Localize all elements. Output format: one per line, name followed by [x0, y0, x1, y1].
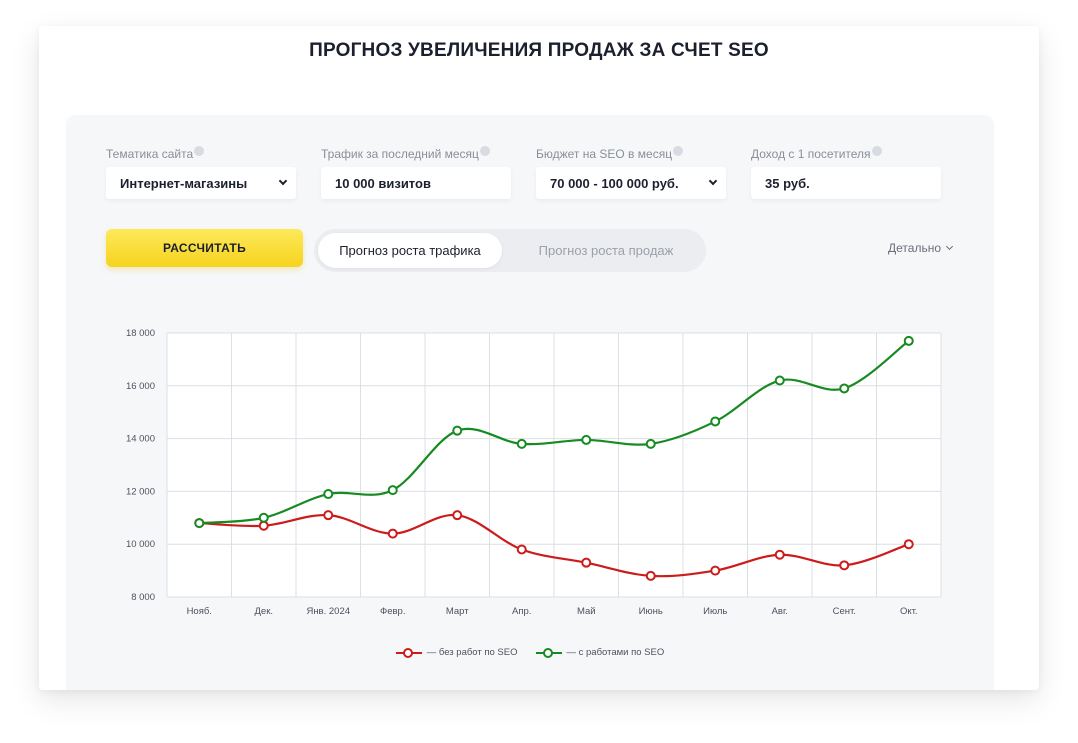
x-tick-label: Июнь: [639, 606, 663, 617]
legend-marker-dot: [542, 647, 553, 658]
data-point-without-seo: [581, 557, 592, 568]
income-value: 35 руб.: [765, 175, 810, 191]
income-label: Доход с 1 посетителя: [751, 147, 871, 161]
data-point-with-seo: [581, 434, 592, 445]
data-point-with-seo: [194, 518, 205, 529]
data-point-with-seo: [323, 489, 334, 500]
legend-marker: [395, 647, 422, 658]
data-point-without-seo: [839, 560, 850, 571]
budget-select[interactable]: 70 000 - 100 000 руб.: [536, 167, 726, 199]
x-tick-label: Янв. 2024: [306, 606, 350, 617]
data-point-with-seo: [516, 438, 527, 449]
x-tick-label: Апр.: [512, 606, 531, 617]
tab-sales-forecast[interactable]: Прогноз роста продаж: [538, 243, 674, 258]
x-tick-label: Сент.: [833, 606, 856, 617]
data-point-with-seo: [387, 485, 398, 496]
data-point-without-seo: [645, 570, 656, 581]
series-line-without-seo: [199, 513, 910, 578]
data-point-with-seo: [452, 425, 463, 436]
forecast-card: ПРОГНОЗ УВЕЛИЧЕНИЯ ПРОДАЖ ЗА СЧЕТ SEO Те…: [39, 26, 1039, 690]
detail-toggle[interactable]: Детально: [888, 241, 954, 255]
legend-item-with-seo[interactable]: — с работами по SEO: [535, 647, 665, 658]
traffic-forecast-chart: 8 000 10 000 12 000 14 000 16 000 18 000 Нояб.…: [126, 328, 942, 617]
data-point-with-seo: [710, 416, 721, 427]
data-point-without-seo: [710, 565, 721, 576]
traffic-label: Трафик за последний месяц: [321, 147, 479, 161]
y-tick-label: 18 000: [126, 328, 155, 339]
legend-item-without-seo[interactable]: — без работ по SEO: [395, 647, 518, 658]
data-point-without-seo: [323, 510, 334, 521]
legend-marker: [535, 647, 562, 658]
info-icon[interactable]: [479, 146, 490, 156]
traffic-input[interactable]: 10 000 визитов: [321, 167, 511, 199]
legend-marker-dot: [402, 647, 413, 658]
y-tick-label: 10 000: [126, 539, 155, 550]
calculate-button[interactable]: РАССЧИТАТЬ: [106, 229, 303, 267]
info-icon[interactable]: [673, 146, 684, 156]
data-point-without-seo: [903, 539, 914, 550]
forecast-toggle: Прогноз роста трафика Прогноз роста прод…: [314, 229, 706, 272]
chart-legend: — без работ по SEO — с работами по SEO: [66, 647, 994, 658]
topic-value: Интернет-магазины: [120, 175, 248, 191]
info-icon[interactable]: [194, 146, 205, 156]
x-tick-label: Март: [446, 606, 469, 617]
legend-label: — без работ по SEO: [426, 647, 518, 658]
tab-traffic-forecast[interactable]: Прогноз роста трафика: [318, 233, 502, 268]
data-point-without-seo: [452, 510, 463, 521]
y-tick-label: 14 000: [126, 434, 155, 445]
data-point-without-seo: [516, 544, 527, 555]
data-point-with-seo: [645, 438, 656, 449]
legend-label: — с работами по SEO: [566, 647, 665, 658]
budget-label: Бюджет на SEO в месяц: [536, 147, 673, 161]
x-tick-label: Авг.: [772, 606, 788, 617]
budget-field: Бюджет на SEO в месяц 70 000 - 100 000 р…: [536, 146, 726, 199]
data-point-without-seo: [774, 549, 785, 560]
x-tick-label: Дек.: [254, 606, 273, 617]
y-tick-label: 8 000: [131, 592, 155, 603]
detail-label: Детально: [888, 241, 941, 255]
traffic-field: Трафик за последний месяц 10 000 визитов: [321, 146, 511, 199]
budget-value: 70 000 - 100 000 руб.: [550, 175, 679, 191]
data-point-without-seo: [258, 520, 269, 531]
info-icon[interactable]: [871, 146, 882, 156]
page-title: ПРОГНОЗ УВЕЛИЧЕНИЯ ПРОДАЖ ЗА СЧЕТ SEO: [309, 40, 769, 61]
x-tick-label: Июль: [703, 606, 727, 617]
income-input[interactable]: 35 руб.: [751, 167, 941, 199]
data-point-with-seo: [903, 335, 914, 346]
data-point-with-seo: [774, 375, 785, 386]
data-point-with-seo: [258, 512, 269, 523]
topic-select[interactable]: Интернет-магазины: [106, 167, 296, 199]
topic-field: Тематика сайта Интернет-магазины: [106, 146, 296, 199]
y-tick-label: 12 000: [126, 486, 155, 497]
topic-label: Тематика сайта: [106, 147, 194, 161]
x-tick-label: Нояб.: [187, 606, 212, 617]
income-field: Доход с 1 посетителя 35 руб.: [751, 146, 941, 199]
traffic-value: 10 000 визитов: [335, 175, 431, 191]
data-point-without-seo: [387, 528, 398, 539]
x-tick-label: Окт.: [900, 606, 918, 617]
x-tick-label: Февр.: [380, 606, 405, 617]
x-tick-label: Май: [577, 606, 596, 617]
y-tick-label: 16 000: [126, 381, 155, 392]
calculator-panel: Тематика сайта Интернет-магазины Трафик …: [66, 115, 994, 690]
data-point-with-seo: [839, 383, 850, 394]
